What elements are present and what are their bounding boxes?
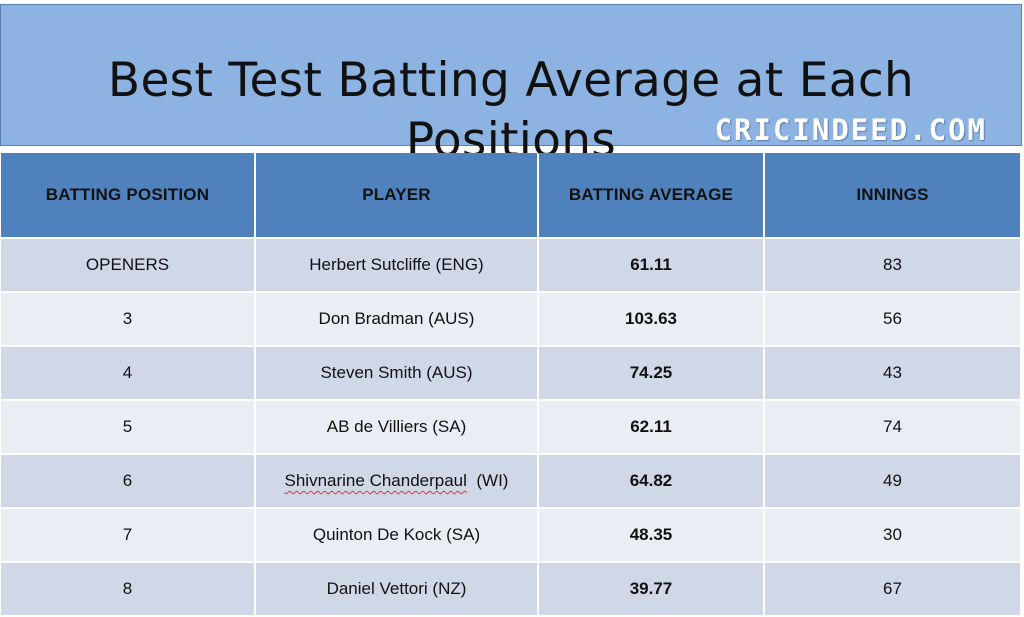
cell-innings: 30 bbox=[765, 509, 1020, 561]
cell-player: Quinton De Kock (SA) bbox=[256, 509, 537, 561]
table-row: 4 Steven Smith (AUS) 74.25 43 bbox=[1, 347, 1020, 399]
cell-average: 61.11 bbox=[539, 239, 763, 291]
player-name-spellcheck: Shivnarine Chanderpaul bbox=[284, 471, 467, 490]
cell-player: Don Bradman (AUS) bbox=[256, 293, 537, 345]
cell-innings: 49 bbox=[765, 455, 1020, 507]
table-row: 6 Shivnarine Chanderpaul (WI) 64.82 49 bbox=[1, 455, 1020, 507]
cell-position: 3 bbox=[1, 293, 254, 345]
cell-average: 64.82 bbox=[539, 455, 763, 507]
table-row: 7 Quinton De Kock (SA) 48.35 30 bbox=[1, 509, 1020, 561]
cell-innings: 67 bbox=[765, 563, 1020, 615]
cell-average: 103.63 bbox=[539, 293, 763, 345]
player-team: (WI) bbox=[476, 471, 509, 490]
table-row: 5 AB de Villiers (SA) 62.11 74 bbox=[1, 401, 1020, 453]
column-header-batting-average: BATTING AVERAGE bbox=[539, 153, 763, 237]
title-banner: Best Test Batting Average at Each Positi… bbox=[0, 4, 1022, 168]
column-header-batting-position: BATTING POSITION bbox=[1, 153, 254, 237]
table-row: OPENERS Herbert Sutcliffe (ENG) 61.11 83 bbox=[1, 239, 1020, 291]
cell-position: 8 bbox=[1, 563, 254, 615]
cell-average: 48.35 bbox=[539, 509, 763, 561]
cell-position: 6 bbox=[1, 455, 254, 507]
cell-player: Shivnarine Chanderpaul (WI) bbox=[256, 455, 537, 507]
cell-position: 7 bbox=[1, 509, 254, 561]
column-header-player: PLAYER bbox=[256, 153, 537, 237]
cell-innings: 43 bbox=[765, 347, 1020, 399]
cell-innings: 74 bbox=[765, 401, 1020, 453]
cell-position: 5 bbox=[1, 401, 254, 453]
table-row: 3 Don Bradman (AUS) 103.63 56 bbox=[1, 293, 1020, 345]
table-header-row: BATTING POSITION PLAYER BATTING AVERAGE … bbox=[1, 153, 1020, 237]
cell-average: 39.77 bbox=[539, 563, 763, 615]
cell-position: OPENERS bbox=[1, 239, 254, 291]
cell-innings: 83 bbox=[765, 239, 1020, 291]
cell-average: 74.25 bbox=[539, 347, 763, 399]
cell-position: 4 bbox=[1, 347, 254, 399]
table-row: 8 Daniel Vettori (NZ) 39.77 67 bbox=[1, 563, 1020, 615]
page-title: Best Test Batting Average at Each Positi… bbox=[107, 53, 915, 168]
batting-average-table: BATTING POSITION PLAYER BATTING AVERAGE … bbox=[0, 151, 1022, 617]
site-watermark: CRICINDEED.COM bbox=[714, 113, 987, 147]
cell-player: Daniel Vettori (NZ) bbox=[256, 563, 537, 615]
cell-player: Herbert Sutcliffe (ENG) bbox=[256, 239, 537, 291]
cell-player: AB de Villiers (SA) bbox=[256, 401, 537, 453]
cell-average: 62.11 bbox=[539, 401, 763, 453]
column-header-innings: INNINGS bbox=[765, 153, 1020, 237]
cell-innings: 56 bbox=[765, 293, 1020, 345]
cell-player: Steven Smith (AUS) bbox=[256, 347, 537, 399]
